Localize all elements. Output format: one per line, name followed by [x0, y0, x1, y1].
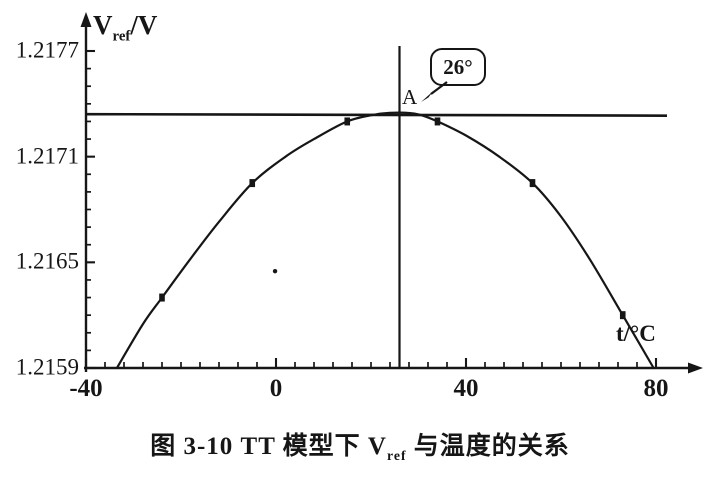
caption-sub: ref	[386, 448, 407, 463]
y-axis-title-sub: ref	[112, 28, 131, 45]
data-point-marker	[619, 311, 626, 320]
data-point-marker	[344, 117, 351, 126]
y-axis-title: Vref/V	[93, 10, 157, 45]
point-a-label: A	[402, 85, 418, 109]
x-tick-label: 40	[453, 375, 479, 402]
y-axis-arrow	[80, 12, 92, 27]
speck-dot	[272, 268, 278, 274]
y-axis-title-rest: /V	[130, 10, 158, 40]
y-tick-label: 1.2171	[15, 143, 79, 169]
x-tick-label: 80	[643, 375, 669, 402]
x-axis-arrow	[688, 362, 703, 374]
x-axis-title: t/°C	[616, 321, 656, 346]
y-tick-label: 1.2177	[15, 37, 79, 63]
figure-caption: 图 3-10 TT 模型下 Vref 与温度的关系	[0, 426, 720, 464]
data-point-marker	[529, 179, 536, 188]
data-point-marker	[434, 117, 441, 126]
caption-suffix: 与温度的关系	[406, 433, 570, 460]
y-tick-label: 1.2165	[15, 248, 79, 274]
data-point-marker	[159, 293, 165, 302]
y-tick-label: 1.2159	[15, 354, 79, 380]
callout-text: 26°	[443, 54, 473, 79]
x-tick-label: 0	[269, 375, 283, 402]
data-point-marker	[249, 179, 256, 188]
caption-prefix: 图 3-10 TT 模型下 V	[150, 433, 387, 460]
y-axis-title-main: V	[93, 10, 113, 40]
callout-arrow-head	[421, 91, 434, 102]
callout-bubble: 26°	[430, 48, 486, 86]
vref-curve	[115, 111, 655, 370]
x-tick-label: -40	[69, 375, 103, 402]
